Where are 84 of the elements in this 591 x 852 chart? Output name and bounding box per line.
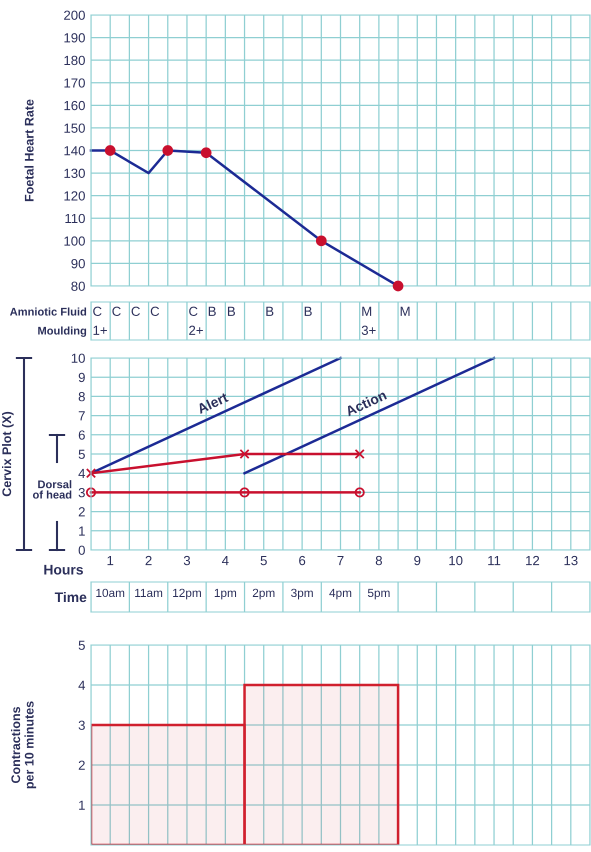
- y-tick-label: 10: [72, 354, 85, 363]
- x-tick-label: 3: [184, 556, 190, 566]
- x-tick-label: 2: [146, 556, 152, 566]
- x-tick-label: 8: [376, 556, 382, 566]
- point: [200, 147, 212, 158]
- text: C: [189, 306, 198, 316]
- x-tick-label: 2pm: [252, 588, 274, 600]
- y-tick-label: 180: [64, 56, 85, 66]
- y-tick-label: 140: [64, 146, 85, 156]
- y-tick-label: 2: [78, 507, 85, 516]
- x-tick-label: 10am: [96, 588, 124, 598]
- x-tick-label: 1: [108, 556, 114, 566]
- y-tick-label: 0: [78, 546, 85, 555]
- y-tick-label: 3: [78, 720, 85, 730]
- x-tick-label: 5: [260, 556, 267, 566]
- x-tick-label: 11: [488, 556, 500, 566]
- point: [162, 145, 174, 156]
- text: 3+: [362, 326, 376, 335]
- y-tick-label: 6: [78, 430, 85, 440]
- y-tick-label: 160: [64, 100, 85, 110]
- y-tick-label: 4: [78, 468, 86, 478]
- x-tick-label: 12: [526, 556, 540, 566]
- y-tick-label: 5: [78, 450, 85, 459]
- y-tick-label: 3: [78, 488, 85, 498]
- text: Dorsal of head: [32, 480, 72, 499]
- point: [239, 448, 250, 460]
- y-tick-label: 1: [79, 800, 85, 810]
- x-tick-label: 13: [564, 556, 578, 566]
- y-tick-label: 9: [78, 372, 85, 382]
- point: [86, 487, 96, 498]
- y-tick-label: 150: [64, 123, 85, 133]
- y-tick-label: 7: [78, 411, 85, 420]
- y-tick-label: 8: [78, 392, 85, 402]
- point: [86, 468, 96, 478]
- y-tick-label: 2: [78, 760, 85, 770]
- y-tick-label: 5: [78, 640, 85, 650]
- y-tick-label: 190: [64, 33, 85, 42]
- x-tick-label: 4pm: [329, 588, 352, 600]
- text: 1+: [94, 326, 107, 335]
- text: M: [400, 306, 410, 316]
- text: Alert: [196, 392, 229, 414]
- x-tick-label: 9: [414, 556, 420, 566]
- y-axis-title: Cervix Plot (X): [2, 412, 14, 496]
- text: B: [304, 306, 312, 316]
- x-tick-label: 5pm: [368, 588, 390, 600]
- point: [104, 145, 116, 156]
- y-tick-label: Moulding: [38, 326, 86, 337]
- point: [316, 235, 327, 246]
- y-tick-label: 130: [64, 168, 85, 178]
- x-tick-label: 6: [299, 556, 306, 566]
- x-tick-label: 7: [338, 556, 344, 566]
- point: [354, 448, 365, 460]
- text: B: [208, 306, 216, 316]
- text: C: [150, 306, 160, 316]
- y-axis-title: Foetal Heart Rate: [24, 100, 34, 202]
- y-tick-label: 1: [79, 526, 85, 536]
- text: M: [362, 306, 372, 316]
- point: [392, 280, 404, 292]
- y-tick-label: 170: [64, 78, 85, 88]
- y-tick-label: 100: [64, 236, 85, 246]
- text: B: [266, 306, 274, 316]
- point: [239, 487, 250, 498]
- point: [354, 487, 365, 498]
- x-axis-title: Hours: [44, 564, 83, 575]
- y-tick-label: 200: [64, 10, 85, 20]
- text: B: [228, 306, 235, 316]
- text: 2+: [189, 326, 203, 335]
- text: C: [112, 306, 121, 316]
- y-tick-label: 80: [71, 282, 85, 291]
- x-tick-label: 10: [449, 556, 462, 566]
- x-tick-label: 3pm: [291, 588, 313, 600]
- x-tick-label: 11am: [135, 588, 162, 598]
- y-tick-label: 120: [64, 191, 85, 201]
- text: C: [93, 306, 102, 316]
- y-tick-label: 110: [65, 214, 85, 224]
- y-tick-label: 90: [71, 258, 85, 268]
- x-tick-label: 12pm: [173, 588, 201, 600]
- y-axis-title: Contractions per 10 minutes: [10, 701, 36, 788]
- x-tick-label: 4: [222, 556, 229, 566]
- text: C: [132, 306, 140, 316]
- y-tick-label: Amniotic Fluid: [10, 307, 86, 316]
- y-tick-label: Time: [54, 592, 86, 602]
- x-tick-label: 1pm: [214, 588, 236, 600]
- y-tick-label: 4: [78, 680, 86, 690]
